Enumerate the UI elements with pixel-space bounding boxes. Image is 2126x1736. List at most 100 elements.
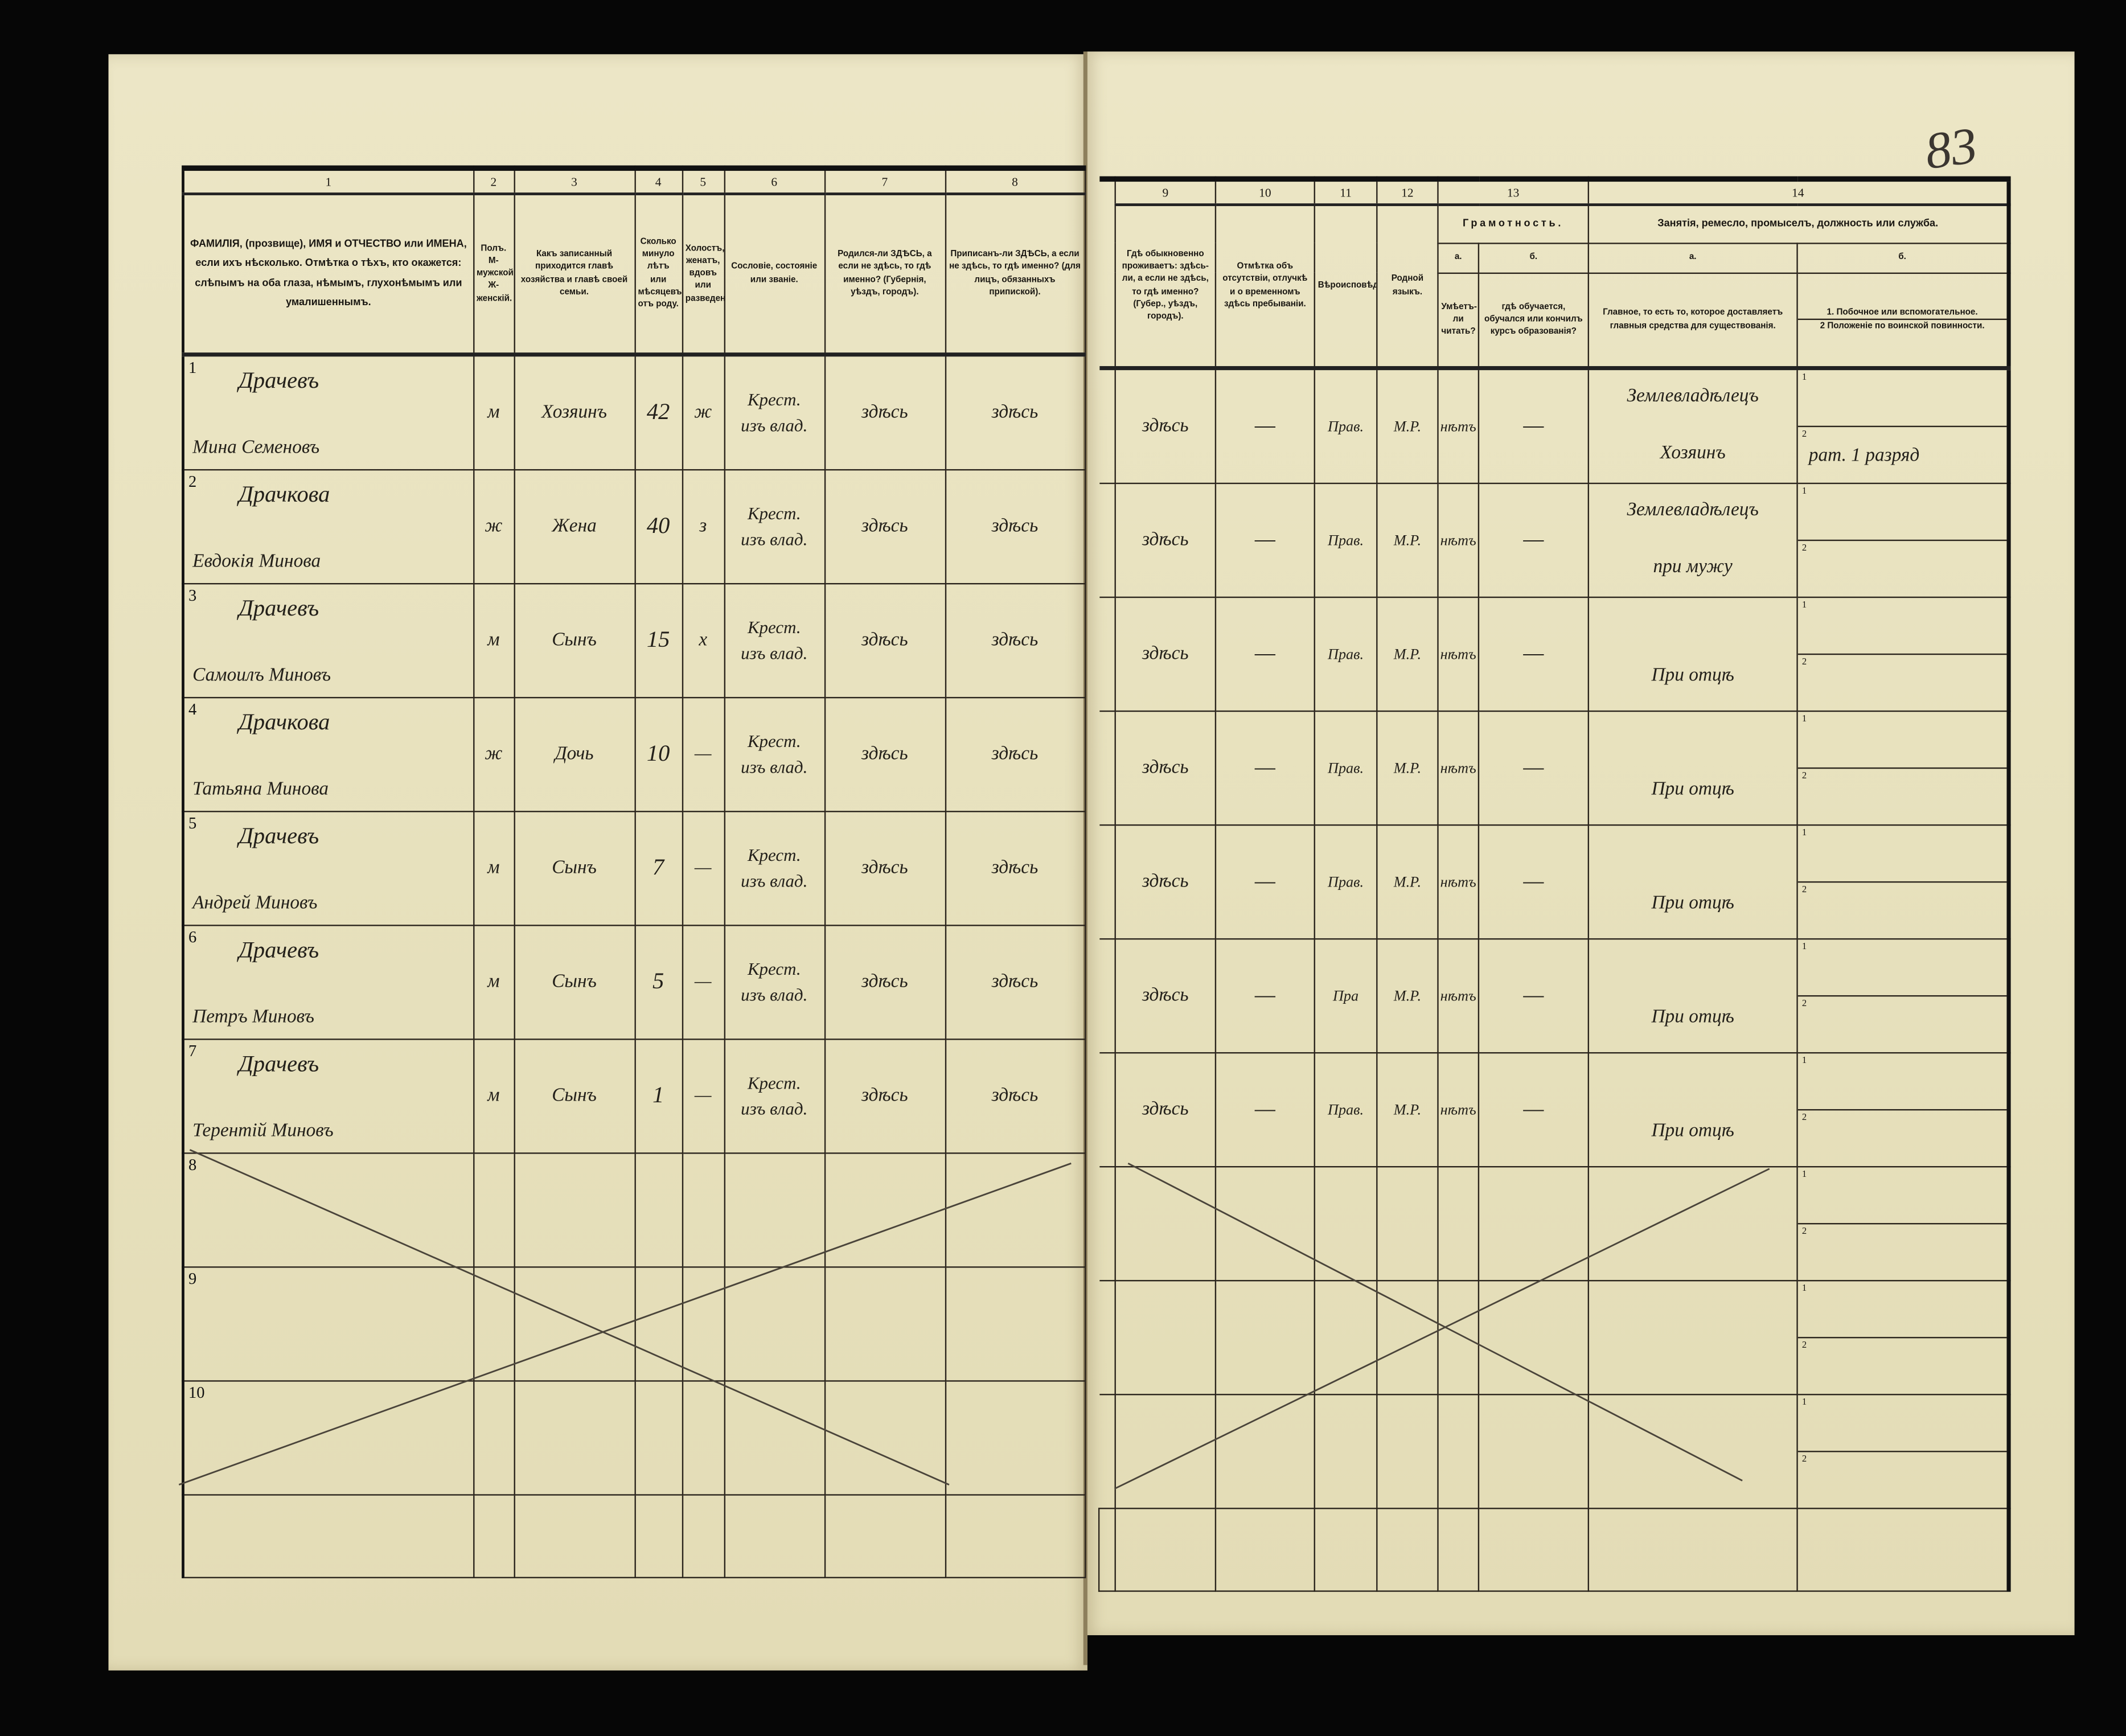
education-value: — — [1523, 640, 1544, 666]
religion-value: Прав. — [1328, 418, 1364, 436]
sub-label: 1 — [1801, 826, 1807, 838]
blank-cell — [1376, 1507, 1439, 1591]
language: М.Р. — [1376, 937, 1439, 1053]
person-row-continued: здѣсь — Прав. М.Р. нѣтъ — При отцѣ 1 2 — [1099, 709, 2010, 826]
page-number: 83 — [1922, 117, 1981, 181]
occupation-14b: 1 2 рат. 1 разряд — [1796, 367, 2010, 483]
person-row-continued: здѣсь — Прав. М.Р. нѣтъ — При отцѣ 1 2 — [1099, 596, 2010, 712]
col-number: 11 — [1314, 178, 1378, 206]
header-language: Родной языкъ. — [1376, 204, 1439, 368]
main-occupation-line2: При отцѣ — [1651, 665, 1734, 686]
literate-value: нѣтъ — [1440, 760, 1476, 777]
language: М.Р. — [1376, 823, 1439, 939]
education-value: — — [1523, 526, 1544, 552]
military-cell: 2 — [1798, 652, 2007, 709]
header-literacy: Грамотность. — [1437, 204, 1590, 244]
relation: Сынъ — [513, 810, 635, 926]
religion-value: Прав. — [1328, 875, 1364, 891]
row-number: 8 — [188, 1154, 197, 1174]
person-row: 9 — [182, 1266, 1086, 1381]
education: — — [1477, 367, 1590, 483]
blank-cell — [1314, 1507, 1378, 1591]
header-age: Сколько минуло лѣтъ или мѣсяцевъ отъ род… — [634, 193, 683, 355]
header-side-occupation: 1. Побочное или вспомогательное. — [1827, 307, 1978, 317]
given-names: Терентій Миновъ — [192, 1122, 334, 1143]
person-row: 6 Драчевъ Петръ Миновъ м Сынъ 5 — Крест. из… — [182, 924, 1086, 1040]
estate: Крест. изъ влад. — [723, 924, 826, 1040]
sex — [472, 1266, 515, 1381]
residence-value: здѣсь — [1142, 530, 1189, 551]
person-row: 1 Драчевъ Мина Семеновъ м Хозяинъ 42 ж Крес… — [182, 353, 1086, 470]
absence: — — [1214, 367, 1315, 483]
occupation-14b: 1 2 — [1796, 937, 2010, 1053]
margin-cell — [1099, 596, 1116, 712]
literate: нѣтъ — [1437, 937, 1480, 1053]
absence-value: — — [1254, 868, 1275, 894]
literate: нѣтъ — [1437, 709, 1480, 826]
language-value: М.Р. — [1393, 760, 1422, 777]
absence: — — [1214, 1051, 1315, 1167]
estate: Крест. изъ влад. — [723, 353, 826, 470]
language-value: М.Р. — [1393, 875, 1422, 891]
sub-label: 2 — [1801, 883, 1807, 894]
blank-cell — [823, 1493, 946, 1578]
relation-value: Сынъ — [552, 972, 597, 993]
side-occupation-cell: 1 — [1799, 1053, 2007, 1108]
surname: Драчкова — [239, 481, 330, 507]
main-occupation-line2: При отцѣ — [1651, 893, 1734, 914]
blank-cell — [944, 1493, 1086, 1578]
side-occupation-cell: 1 — [1799, 939, 2007, 994]
blank-cell — [1587, 1507, 1798, 1591]
language — [1376, 1393, 1439, 1509]
main-occupation: При отцѣ — [1587, 937, 1798, 1053]
residence-value: здѣсь — [1142, 1099, 1189, 1120]
given-names: Евдокія Минова — [192, 552, 321, 573]
relation-value: Дочь — [555, 744, 594, 765]
blank-cell — [1477, 1507, 1590, 1591]
language — [1376, 1279, 1439, 1395]
absence-value: — — [1254, 1095, 1275, 1122]
name-cell: 6 Драчевъ Петръ Миновъ — [182, 924, 474, 1040]
main-occupation: Землевладѣлецъ при мужу — [1587, 482, 1798, 598]
sub-label: 1 — [1801, 1054, 1807, 1065]
born: здѣсь — [823, 582, 946, 698]
residence — [1114, 1393, 1217, 1509]
sub-label: 1 — [1801, 371, 1807, 382]
language-value: М.Р. — [1393, 1102, 1422, 1119]
religion — [1314, 1279, 1378, 1395]
age-value: 42 — [646, 399, 670, 425]
margin-cell — [1099, 482, 1116, 598]
blank-cell — [1214, 1507, 1315, 1591]
main-occupation: При отцѣ — [1587, 596, 1798, 712]
registered-value: здѣсь — [991, 744, 1039, 765]
registered: здѣсь — [944, 353, 1086, 470]
surname: Драчевъ — [239, 594, 319, 621]
margin-cell — [1099, 823, 1116, 939]
row-number: 2 — [188, 471, 197, 490]
residence-value: здѣсь — [1142, 872, 1189, 892]
side-occupation-cell: 1 — [1799, 1395, 2007, 1450]
residence-value: здѣсь — [1142, 986, 1189, 1006]
sex-value: м — [487, 403, 500, 423]
education-value: — — [1523, 412, 1544, 438]
main-occupation — [1587, 1279, 1798, 1395]
born: здѣсь — [823, 468, 946, 584]
row-number: 10 — [188, 1382, 205, 1402]
main-occupation: При отцѣ — [1587, 823, 1798, 939]
age: 15 — [634, 582, 683, 698]
header-sex: Полъ. М-мужской. Ж-женскій. — [472, 193, 515, 355]
surname: Драчевъ — [239, 367, 319, 393]
surname: Драчевъ — [239, 936, 319, 962]
registered: здѣсь — [944, 468, 1086, 584]
occupation-14b: 1 2 — [1796, 823, 2010, 939]
age: 42 — [634, 353, 683, 470]
literate: нѣтъ — [1437, 596, 1480, 712]
age-value: 1 — [652, 1082, 664, 1108]
language-value: М.Р. — [1393, 646, 1422, 663]
relation: Сынъ — [513, 582, 635, 698]
education-value: — — [1523, 754, 1544, 780]
estate — [723, 1151, 826, 1267]
estate-value: Крест. изъ влад. — [741, 388, 808, 436]
marital — [681, 1151, 725, 1267]
margin-cell — [1099, 1165, 1116, 1281]
